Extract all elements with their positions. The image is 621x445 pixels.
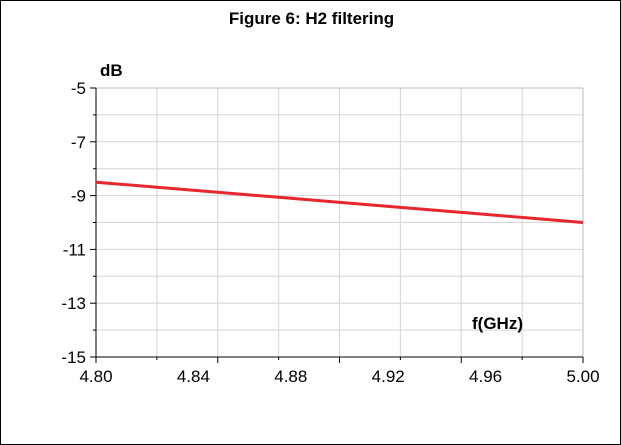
- y-tick-label: -13: [61, 294, 86, 313]
- x-tick-label: 4.84: [177, 367, 210, 386]
- y-tick-label: -7: [71, 133, 86, 152]
- y-tick-label: -11: [63, 240, 86, 259]
- series-line: [95, 180, 584, 224]
- grid: [95, 87, 584, 358]
- figure-title: Figure 6: H2 filtering: [228, 9, 395, 28]
- x-tick-label: 4.80: [79, 367, 112, 386]
- y-tick-label: -5: [71, 79, 86, 98]
- y-tick-label: -15: [61, 348, 86, 367]
- x-tick-label: 4.96: [469, 367, 502, 386]
- y-tick-label: -9: [71, 187, 86, 206]
- series-layer: [95, 180, 584, 224]
- x-tick-label: 5.00: [566, 367, 599, 386]
- x-tick-label: 4.92: [372, 367, 405, 386]
- x-axis-title: f(GHz): [472, 314, 523, 333]
- x-tick-label: 4.88: [274, 367, 307, 386]
- y-axis-title: dB: [100, 61, 123, 80]
- tick-labels: -5 -7 -9 -11 -13 -154.80 4.84 4.88 4.92 4.96 5.00: [61, 79, 599, 386]
- axes: [90, 87, 584, 363]
